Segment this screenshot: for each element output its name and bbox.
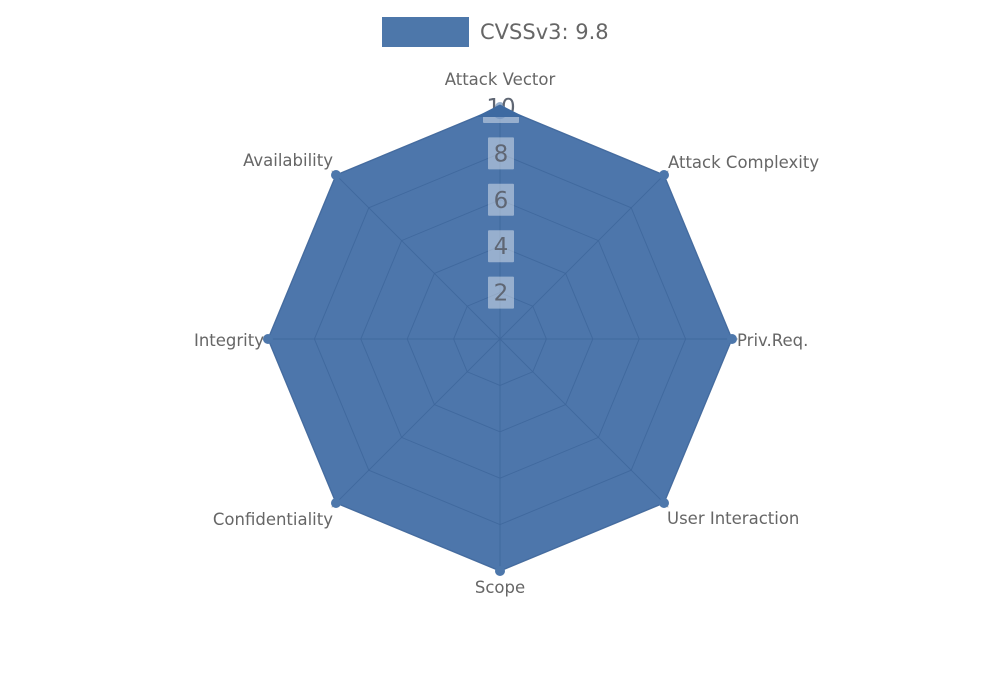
tick-label: 8 [494,141,509,167]
axis-label-integrity: Integrity [194,331,264,350]
legend-label: CVSSv3: 9.8 [480,20,609,44]
tick-box [488,276,514,309]
vertex-marker [263,334,273,344]
tick-label: 4 [494,234,509,260]
legend-item[interactable]: CVSSv3: 9.8 [382,17,609,47]
apex-wedge [475,104,525,117]
axis-label-user-interaction: User Interaction [667,509,799,528]
vertex-marker [659,498,669,508]
vertex-marker [495,566,505,576]
tick-box [488,230,514,263]
axis-label-availability: Availability [243,151,333,170]
legend-swatch [382,17,469,47]
tick-box [488,183,514,216]
vertex-marker [331,170,341,180]
axis-labels: Attack Vector Attack Complexity Priv.Req. U… [194,70,819,597]
tick-box [488,137,514,170]
axis-label-attack-vector: Attack Vector [445,70,556,89]
axis-label-attack-complexity: Attack Complexity [668,153,819,172]
series-markers [263,102,737,576]
tick-label: 2 [494,281,509,307]
axis-label-scope: Scope [475,578,525,597]
axis-label-priv-req: Priv.Req. [737,331,808,350]
axis-label-confidentiality: Confidentiality [213,510,333,529]
vertex-marker [331,498,341,508]
vertex-marker [659,170,669,180]
vertex-marker [727,334,737,344]
tick-label: 6 [494,188,509,214]
